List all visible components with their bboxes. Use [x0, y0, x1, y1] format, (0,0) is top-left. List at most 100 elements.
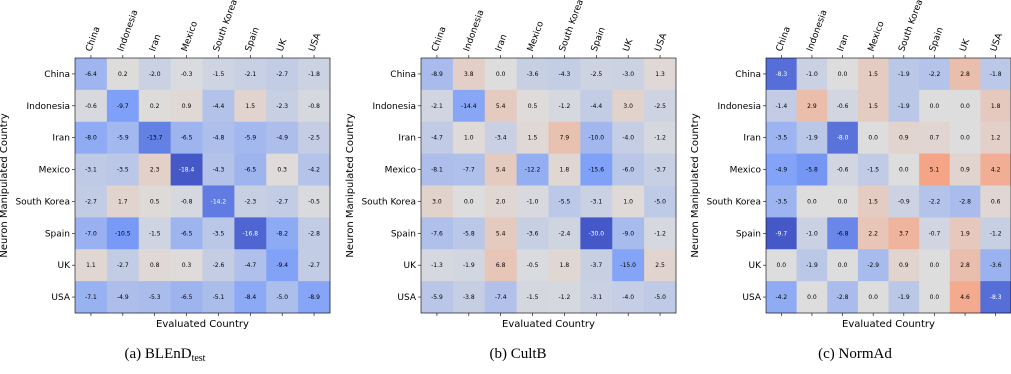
x-tick-label: Mexico	[867, 20, 887, 53]
cell-value-label: 0.8	[150, 262, 160, 269]
heatmap-cell	[888, 249, 920, 282]
cell-value-label: -2.7	[85, 198, 97, 205]
heatmap-cell	[484, 217, 518, 250]
heatmap-cell	[796, 185, 828, 218]
heatmap-cell	[919, 217, 951, 250]
heatmap-cell	[548, 89, 581, 123]
heatmap-cell	[170, 58, 203, 91]
heatmap-cell	[484, 249, 518, 282]
heatmap-cell	[644, 89, 677, 123]
heatmap-cell	[138, 249, 172, 282]
heatmap-cell	[644, 58, 677, 91]
heatmap-cell	[266, 281, 299, 314]
heatmap-cell	[888, 89, 920, 123]
cell-value-label: 0.0	[899, 167, 909, 174]
x-tick-label: South Korea	[212, 0, 240, 53]
heatmap-cell	[106, 281, 140, 314]
cell-value-label: 1.5	[528, 135, 538, 142]
cell-value-label: -8.3	[990, 294, 1002, 301]
cell-value-label: 1.5	[246, 103, 256, 110]
cell-value-label: 1.0	[464, 135, 474, 142]
x-axis-label: Evaluated Country	[156, 319, 249, 330]
heatmap-cell	[421, 89, 454, 123]
heatmap-cell	[202, 217, 235, 250]
cell-value-label: -7.1	[85, 294, 97, 301]
cell-value-label: -1.0	[806, 71, 818, 78]
heatmap-cell	[202, 89, 235, 123]
cell-value-label: -2.7	[276, 71, 288, 78]
cell-value-label: -5.9	[244, 135, 256, 142]
heatmap-cell	[548, 121, 581, 155]
cell-value-label: 0.0	[930, 103, 940, 110]
cell-value-label: 0.0	[930, 262, 940, 269]
panel-caption: (c) NormAd	[818, 346, 892, 362]
cell-value-label: -0.6	[837, 103, 849, 110]
cell-value-label: -2.8	[959, 198, 971, 205]
cell-value-label: -2.5	[308, 135, 320, 142]
heatmap-frame	[765, 57, 1011, 314]
heatmap-cell	[857, 281, 889, 314]
cell-value-label: -3.0	[622, 71, 634, 78]
cell-value-label: -9.7	[775, 230, 787, 237]
cell-value-label: -2.8	[837, 294, 849, 301]
x-tick-label: China	[84, 25, 102, 53]
cell-value-label: 0.3	[182, 262, 192, 269]
heatmap-cell	[548, 217, 581, 250]
cell-value-label: 1.8	[991, 103, 1001, 110]
heatmap-cell	[106, 249, 140, 282]
cell-value-label: 1.1	[86, 262, 96, 269]
y-tick-label: China	[735, 70, 761, 80]
cell-value-label: -5.5	[559, 198, 571, 205]
heatmap-cell	[138, 121, 172, 155]
cell-value-label: 2.2	[868, 230, 878, 237]
heatmap-cell	[949, 121, 981, 155]
heatmap-cell	[580, 185, 613, 218]
cell-value-label: -0.8	[308, 103, 320, 110]
cell-value-label: -14.4	[461, 103, 477, 110]
heatmap-cell	[766, 281, 798, 314]
cell-value-label: 0.2	[150, 103, 160, 110]
heatmap-cell	[644, 185, 677, 218]
heatmap-frame	[420, 57, 677, 314]
cell-value-label: 2.8	[960, 262, 970, 269]
cell-value-label: -4.9	[276, 135, 288, 142]
heatmap-cell	[548, 185, 581, 218]
cell-value-label: -12.2	[525, 167, 541, 174]
cell-value-label: -2.4	[559, 230, 571, 237]
heatmap-cell	[234, 185, 267, 218]
y-tick-label: Indonesia	[717, 102, 761, 112]
heatmap-cell	[266, 89, 299, 123]
heatmap-cell	[421, 249, 454, 282]
cell-value-label: -3.1	[590, 294, 602, 301]
cell-value-label: -6.0	[622, 167, 634, 174]
cell-value-label: -7.4	[495, 294, 507, 301]
panel-caption: (b) CultB	[489, 346, 546, 362]
cell-value-label: 3.8	[464, 71, 474, 78]
cell-value-label: 0.6	[991, 198, 1001, 205]
cell-value-label: 5.4	[496, 103, 506, 110]
cell-value-label: -3.5	[213, 230, 225, 237]
heatmap-cell	[298, 89, 331, 123]
heatmap-cell	[106, 121, 140, 155]
cell-value-label: 0.9	[960, 167, 970, 174]
cell-value-label: -5.0	[654, 294, 666, 301]
heatmap-cell	[827, 89, 859, 123]
heatmap-cell	[75, 217, 108, 250]
x-tick-label: Spain	[590, 26, 608, 53]
cell-value-label: -3.1	[590, 198, 602, 205]
heatmap-cell	[580, 249, 613, 282]
heatmap-cell	[644, 153, 677, 186]
x-tick-label: Indonesia	[116, 9, 140, 53]
cell-value-label: -2.3	[244, 198, 256, 205]
heatmap-cell	[857, 58, 889, 91]
heatmap-cell	[888, 217, 920, 250]
heatmap-cell	[919, 249, 951, 282]
cell-value-label: -1.4	[775, 103, 787, 110]
heatmap-cell	[980, 89, 1011, 123]
cell-value-label: -3.6	[527, 71, 539, 78]
heatmap-cell	[170, 281, 203, 314]
x-tick-label: USA	[653, 31, 669, 53]
y-tick-label: Spain	[45, 229, 70, 239]
heatmap-cell	[516, 89, 549, 123]
